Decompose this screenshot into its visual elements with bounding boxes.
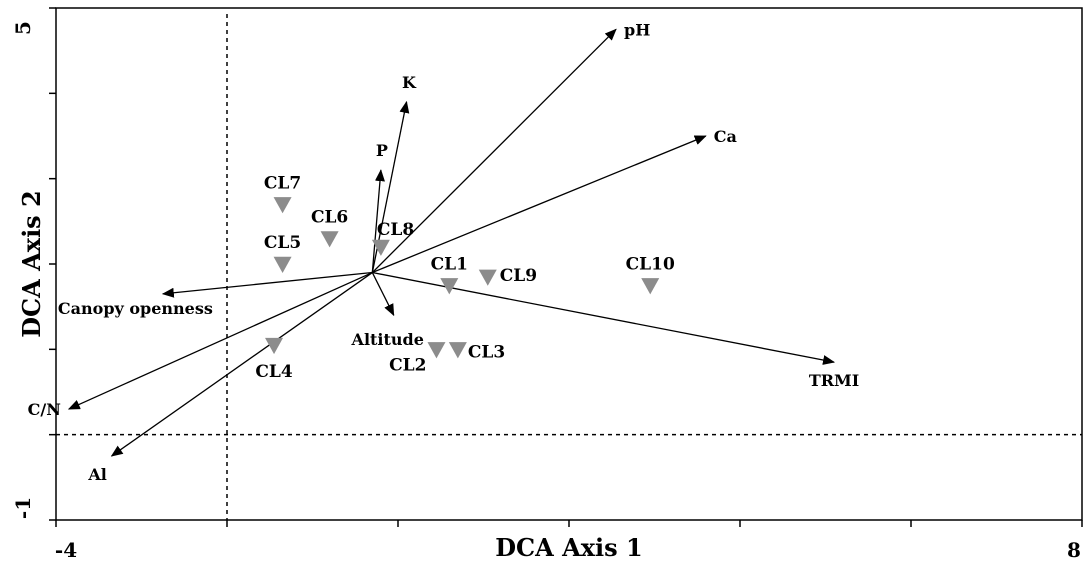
y-axis-title: DCA Axis 2 [17, 190, 46, 338]
vector-label-ph: pH [624, 20, 650, 39]
vector-arrow-ph [371, 28, 617, 273]
y-tick-label-max: 5 [11, 21, 35, 35]
point-marker-cl2 [427, 342, 446, 359]
vector-label-al: Al [87, 465, 107, 484]
point-label-cl5: CL5 [264, 233, 301, 253]
point-marker-cl1 [440, 278, 459, 295]
point-label-cl8: CL8 [377, 220, 414, 240]
x-tick-label-max: 8 [1067, 538, 1081, 562]
point-label-cl2: CL2 [389, 355, 426, 375]
point-label-cl10: CL10 [626, 254, 675, 274]
vector-arrow-p [371, 169, 385, 273]
vector-label-trmi: TRMI [809, 371, 859, 390]
point-marker-cl3 [448, 342, 467, 359]
plot-frame [55, 7, 1083, 521]
vector-label-p: P [376, 141, 388, 160]
point-marker-cl7 [273, 197, 292, 214]
point-marker-cl8 [371, 239, 390, 256]
environmental-vectors: pH K Ca P Canopy openness Altitude TRMI C/N Al [28, 20, 860, 484]
vector-label-ca: Ca [714, 127, 737, 146]
reference-lines [56, 14, 1082, 520]
point-label-cl4: CL4 [255, 362, 292, 382]
vector-arrow-altitude [371, 272, 395, 317]
vector-label-c-n: C/N [28, 400, 61, 419]
point-marker-cl5 [273, 256, 292, 273]
vector-label-k: K [402, 73, 417, 92]
point-label-cl1: CL1 [431, 254, 468, 274]
x-axis-title: DCA Axis 1 [495, 533, 643, 562]
point-label-cl3: CL3 [468, 342, 505, 362]
x-tick-label-min: -4 [55, 538, 77, 562]
vector-label-canopy-openness: Canopy openness [58, 299, 213, 318]
point-label-cl7: CL7 [264, 173, 301, 193]
y-tick-label-min: -1 [11, 497, 35, 519]
point-marker-cl6 [320, 231, 339, 248]
vector-label-altitude: Altitude [351, 330, 424, 349]
point-marker-cl9 [478, 269, 497, 286]
sample-points: CL7 CL6 CL5 CL8 CL1 CL9 CL10 CL4 CL2 CL3 [255, 173, 675, 382]
point-label-cl6: CL6 [311, 207, 348, 227]
vector-arrow-c-n [67, 271, 373, 410]
vector-arrow-al [110, 272, 373, 457]
vector-arrow-ca [372, 135, 707, 274]
point-marker-cl10 [641, 278, 660, 295]
point-label-cl9: CL9 [500, 266, 537, 286]
vector-arrow-canopy-openness [161, 271, 373, 298]
point-marker-cl4 [265, 337, 284, 355]
axis-ticks [49, 7, 1083, 527]
